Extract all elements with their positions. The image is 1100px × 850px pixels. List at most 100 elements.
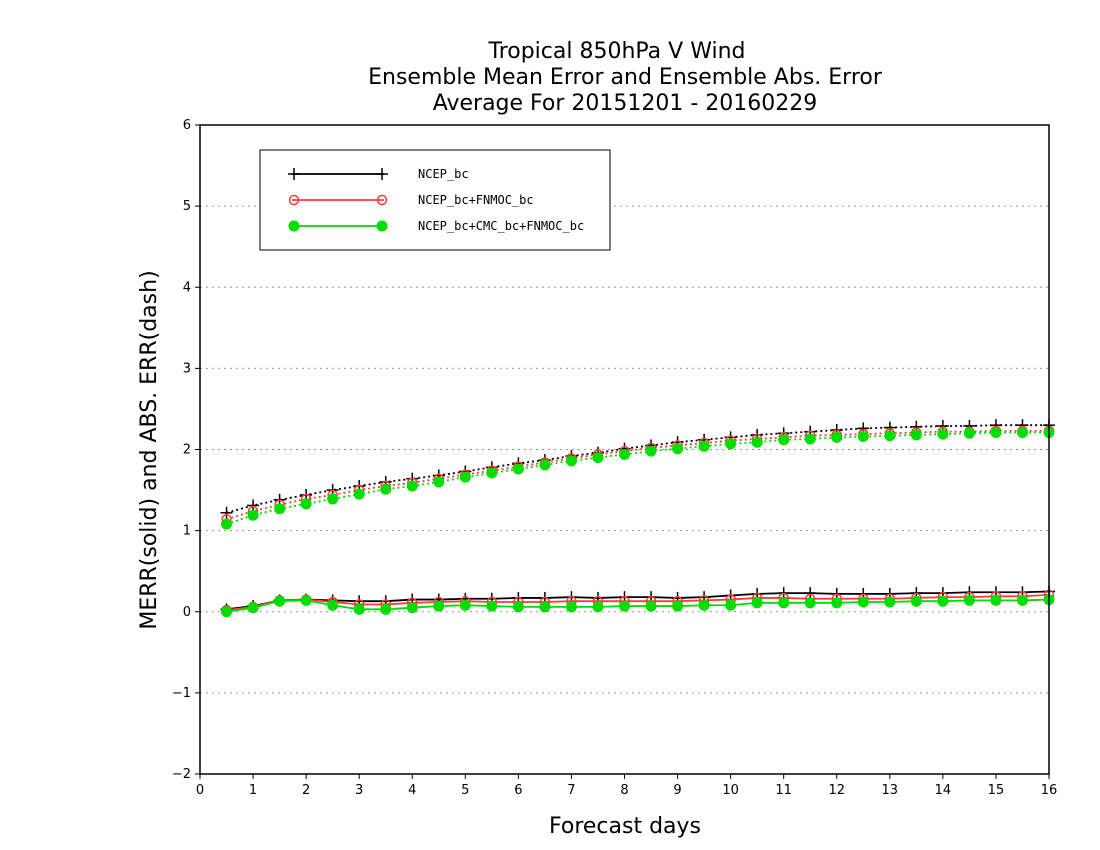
abs-err-point: [274, 503, 286, 515]
merr-point: [327, 599, 339, 611]
y-tick-label: 3: [183, 361, 191, 376]
merr-point: [751, 597, 763, 609]
y-axis-label: MERR(solid) and ABS. ERR(dash): [137, 270, 162, 629]
x-tick-label: 10: [722, 783, 739, 798]
abs-err-point: [247, 509, 259, 521]
legend: NCEP_bc NCEP_bc+FNMOC_bc NCEP_bc+CMC_bc+FN…: [259, 149, 611, 251]
abs-err-point: [300, 498, 312, 510]
abs-err-point: [247, 499, 260, 512]
merr-point: [1016, 594, 1028, 606]
merr-point: [247, 602, 259, 614]
merr-point: [804, 597, 816, 609]
merr-point: [910, 595, 922, 607]
abs-err-point: [406, 480, 418, 492]
series-ncep-bc: [220, 419, 1055, 616]
merr-point: [433, 600, 445, 612]
series-layer: [220, 419, 1055, 618]
abs-err-line-ncep-bc: [226, 424, 1049, 514]
x-tick-label: 2: [302, 783, 310, 798]
legend-entry: NCEP_bc+CMC_bc+FNMOC_bc: [288, 219, 584, 233]
x-tick-label: 1: [249, 783, 257, 798]
abs-err-point: [459, 471, 471, 483]
abs-err-point: [937, 428, 949, 440]
merr-point: [539, 601, 551, 613]
abs-err-point: [539, 459, 551, 471]
y-tick-label: 5: [183, 199, 191, 214]
abs-err-point: [645, 445, 657, 457]
legend-entries: NCEP_bc NCEP_bc+FNMOC_bc NCEP_bc+CMC_bc+FN…: [288, 167, 584, 233]
abs-err-point: [778, 434, 790, 446]
merr-point: [672, 600, 684, 612]
merr-point: [990, 594, 1002, 606]
abs-err-point: [327, 493, 339, 505]
merr-point: [831, 597, 843, 609]
legend-marker: [288, 220, 300, 232]
merr-point: [857, 596, 869, 608]
abs-err-point: [963, 427, 975, 439]
merr-point: [645, 600, 657, 612]
abs-err-point: [751, 436, 763, 448]
x-tick-label: 6: [514, 783, 522, 798]
legend-label: NCEP_bc: [418, 167, 469, 181]
abs-err-point: [831, 431, 843, 443]
title-line-2: Ensemble Mean Error and Ensemble Abs. Er…: [368, 65, 883, 90]
merr-point: [937, 595, 949, 607]
merr-point: [512, 601, 524, 613]
y-tick-label: 4: [183, 280, 191, 295]
x-tick-label: 11: [775, 783, 792, 798]
abs-err-point: [486, 467, 498, 479]
y-tick-label: −1: [172, 686, 191, 701]
merr-point: [486, 600, 498, 612]
y-tick-label: 6: [183, 118, 191, 133]
title-line-1: Tropical 850hPa V Wind: [487, 39, 745, 64]
abs-err-point: [857, 431, 869, 443]
merr-point: [778, 597, 790, 609]
legend-entry: NCEP_bc+FNMOC_bc: [288, 193, 534, 207]
x-tick-label: 15: [988, 783, 1005, 798]
abs-err-point: [220, 506, 233, 519]
abs-err-point: [1016, 426, 1028, 438]
merr-point: [353, 603, 365, 615]
abs-err-line-ncep-bc-fnmoc-bc: [226, 429, 1049, 521]
merr-point: [884, 596, 896, 608]
title-line-3: Average For 20151201 - 20160229: [433, 91, 818, 116]
merr-point: [406, 602, 418, 614]
merr-point: [274, 595, 286, 607]
legend-marker: [376, 220, 388, 232]
merr-point: [804, 587, 817, 600]
chart-title: Tropical 850hPa V Wind Ensemble Mean Err…: [368, 39, 883, 116]
merr-point: [380, 603, 392, 615]
x-tick-label: 7: [567, 783, 575, 798]
x-tick-label: 12: [828, 783, 845, 798]
series-ncep-bc-fnmoc-bc: [221, 425, 1055, 616]
x-tick-label: 14: [935, 783, 952, 798]
y-tick-label: 1: [183, 524, 191, 539]
abs-err-point: [619, 448, 630, 460]
x-tick-label: 5: [461, 783, 469, 798]
x-tick-label: 9: [673, 783, 681, 798]
abs-err-point: [910, 429, 922, 441]
x-tick-label: 3: [355, 783, 363, 798]
abs-err-point: [990, 426, 1002, 438]
merr-point: [565, 601, 577, 613]
merr-point: [698, 599, 710, 611]
x-tick-label: 16: [1041, 783, 1058, 798]
abs-err-point: [565, 455, 577, 467]
legend-marker: [376, 168, 388, 180]
merr-point: [725, 599, 737, 611]
abs-err-point: [884, 430, 896, 442]
merr-point: [459, 599, 471, 611]
legend-marker: [376, 194, 388, 206]
y-tick-label: 0: [183, 605, 191, 620]
x-axis-label: Forecast days: [549, 814, 701, 839]
legend-label: NCEP_bc+CMC_bc+FNMOC_bc: [418, 219, 584, 233]
x-tick-label: 13: [882, 783, 899, 798]
plot-frame: [199, 124, 1050, 775]
abs-err-point: [380, 483, 392, 495]
abs-err-point: [804, 433, 816, 445]
abs-err-point: [221, 518, 233, 530]
x-tick-label: 8: [620, 783, 628, 798]
legend-marker: [288, 168, 300, 180]
